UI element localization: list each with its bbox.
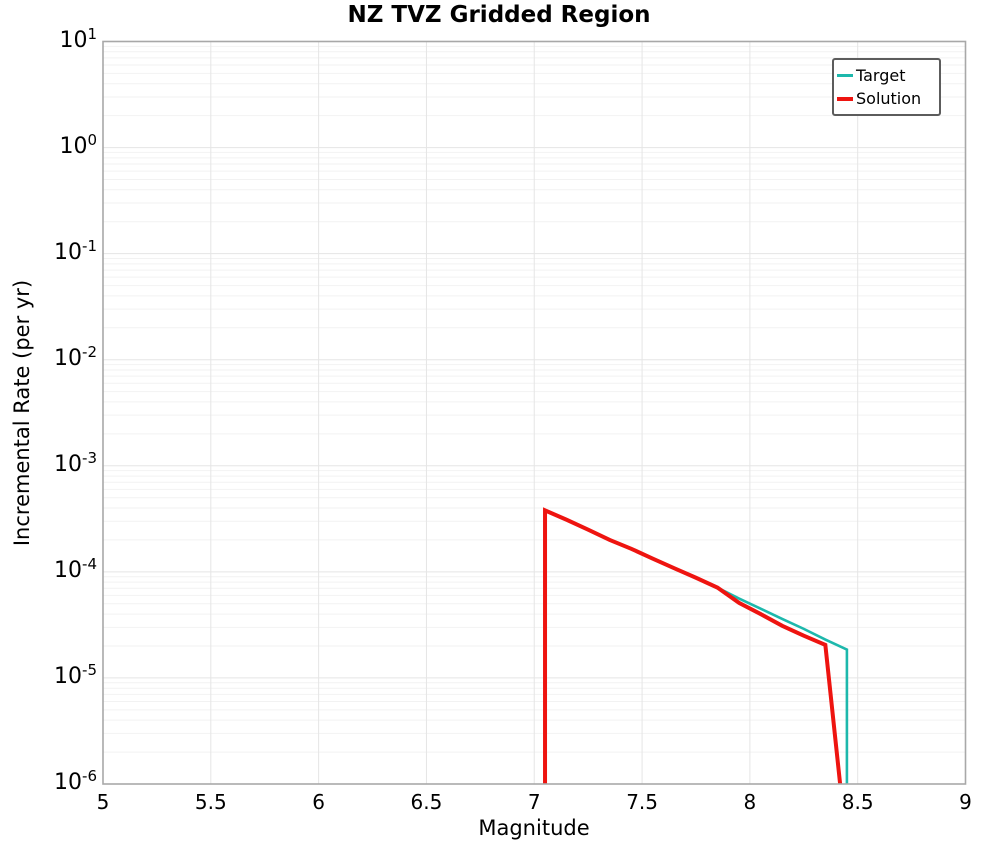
x-tick-label: 8.5 [841, 790, 874, 814]
legend-item-target: Target [837, 66, 936, 85]
chart-title: NZ TVZ Gridded Region [347, 2, 651, 28]
x-tick-label: 7.5 [626, 790, 658, 814]
target-line [543, 508, 849, 784]
x-tick-label: 6 [312, 790, 325, 814]
y-tick-label: 10-5 [54, 660, 97, 690]
x-tick-label: 7 [527, 790, 541, 814]
y-tick-label: 10-6 [54, 766, 97, 796]
target-line-swatch [837, 74, 853, 77]
series-lines [543, 507, 849, 784]
y-tick-label: 10-3 [54, 448, 97, 477]
x-tick-label: 6.5 [410, 790, 443, 814]
solution-line-swatch [837, 96, 853, 101]
x-tick-label: 5.5 [194, 790, 227, 814]
x-axis-title: Magnitude [478, 816, 590, 840]
x-tick-label: 5 [96, 790, 110, 814]
y-tick-label: 10-4 [54, 554, 97, 584]
gridlines-major [103, 41, 966, 785]
y-tick-label: 100 [59, 130, 97, 159]
solution-line [543, 507, 843, 784]
x-tick-label: 9 [959, 790, 972, 814]
y-tick-label: 10-1 [54, 236, 97, 265]
y-tick-label: 10-2 [54, 342, 97, 371]
y-tick-label: 101 [59, 24, 97, 53]
legend-label: Solution [856, 89, 922, 108]
x-tick-label: 8 [743, 790, 757, 814]
legend-label: Target [856, 66, 906, 85]
axes-spines [102, 40, 967, 785]
legend: Target Solution [832, 58, 941, 116]
legend-item-solution: Solution [837, 89, 936, 108]
